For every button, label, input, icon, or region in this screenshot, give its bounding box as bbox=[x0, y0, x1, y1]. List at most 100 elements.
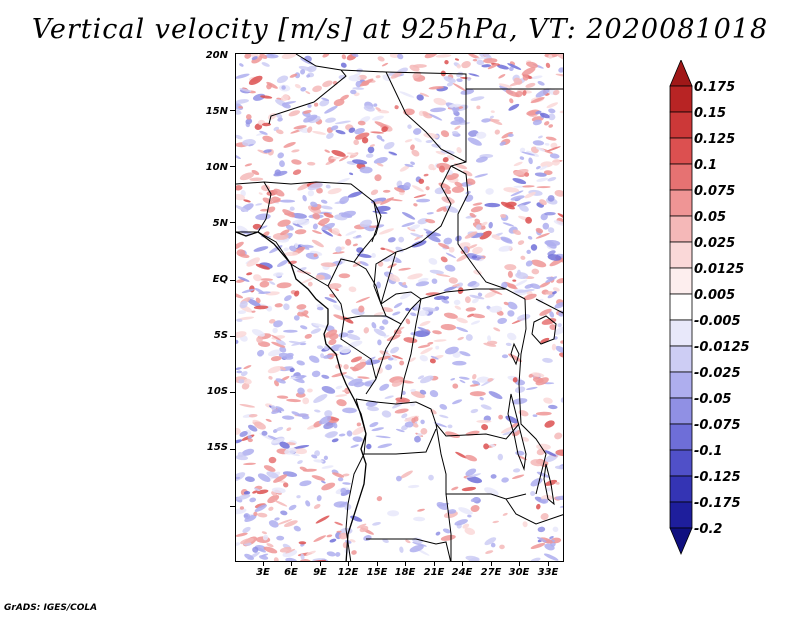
lat-label-15s: 15S bbox=[206, 442, 228, 453]
field-blob bbox=[513, 161, 523, 167]
field-blob bbox=[523, 293, 537, 301]
field-blob bbox=[326, 534, 333, 538]
field-blob bbox=[251, 169, 260, 176]
field-blob bbox=[312, 85, 322, 93]
colorbar-label: -0.2 bbox=[694, 522, 723, 537]
field-blob bbox=[458, 376, 470, 380]
field-blob bbox=[352, 87, 365, 90]
field-blob bbox=[302, 397, 310, 405]
field-blob bbox=[425, 292, 441, 296]
field-blob bbox=[525, 82, 536, 88]
field-blob bbox=[501, 477, 509, 483]
colorbar-label: 0.05 bbox=[694, 210, 727, 225]
field-blob bbox=[552, 89, 560, 96]
field-blob bbox=[430, 107, 446, 113]
field-blob bbox=[238, 106, 243, 109]
field-blob bbox=[403, 337, 418, 344]
field-blob bbox=[532, 414, 538, 418]
field-blob bbox=[379, 228, 394, 235]
field-blob bbox=[257, 149, 268, 155]
field-blob bbox=[543, 397, 553, 404]
field-blob bbox=[468, 54, 480, 60]
colorbar-label: -0.1 bbox=[694, 444, 723, 459]
field-blob bbox=[336, 399, 347, 407]
lat-label-5n: 5N bbox=[212, 218, 228, 229]
field-blob bbox=[494, 129, 500, 135]
field-blob bbox=[492, 520, 499, 524]
field-blob bbox=[439, 404, 448, 410]
colorbar-label: -0.075 bbox=[694, 418, 741, 433]
field-blob bbox=[399, 91, 415, 98]
footer-credit: GrADS: IGES/COLA bbox=[4, 603, 98, 613]
colorbar-segment bbox=[669, 85, 693, 113]
field-blob bbox=[456, 147, 462, 154]
field-blob bbox=[543, 170, 553, 176]
field-blob bbox=[547, 177, 557, 182]
field-blob bbox=[324, 296, 337, 303]
field-blob bbox=[281, 85, 286, 90]
field-blob bbox=[488, 221, 493, 229]
field-blob bbox=[435, 345, 440, 350]
field-blob bbox=[390, 346, 400, 354]
field-blob bbox=[311, 230, 322, 235]
colorbar-label: -0.05 bbox=[694, 392, 732, 407]
field-blob bbox=[436, 273, 451, 278]
colorbar-label: 0.1 bbox=[694, 158, 718, 173]
field-blob bbox=[366, 443, 372, 450]
field-blob bbox=[530, 557, 541, 561]
colorbar-segment bbox=[669, 60, 693, 87]
field-blob bbox=[524, 172, 530, 177]
field-blob bbox=[251, 56, 258, 61]
field-blob bbox=[315, 515, 330, 524]
field-blob bbox=[277, 152, 284, 159]
lat-tick bbox=[230, 110, 235, 111]
field-blob bbox=[555, 481, 560, 485]
field-blob bbox=[547, 195, 555, 202]
field-blob bbox=[458, 507, 473, 515]
field-blob bbox=[329, 538, 337, 543]
colorbar-label: 0.15 bbox=[694, 106, 727, 121]
field-blob bbox=[243, 462, 256, 466]
field-blob bbox=[356, 422, 362, 427]
field-blob bbox=[470, 320, 481, 325]
field-blob bbox=[405, 307, 410, 312]
field-blob bbox=[327, 283, 342, 290]
colorbar-segment bbox=[669, 241, 693, 269]
field-blob bbox=[556, 253, 563, 261]
field-blob bbox=[548, 54, 553, 59]
field-blob bbox=[469, 391, 486, 397]
field-blob bbox=[511, 398, 528, 405]
field-blob bbox=[508, 353, 523, 362]
field-blob bbox=[440, 130, 450, 138]
field-blob bbox=[472, 202, 483, 206]
field-blob bbox=[499, 141, 506, 146]
field-blob bbox=[469, 384, 479, 387]
field-blob bbox=[499, 544, 505, 550]
field-blob bbox=[425, 139, 433, 144]
field-blob bbox=[431, 278, 438, 284]
field-blob bbox=[531, 259, 547, 268]
colorbar bbox=[669, 60, 693, 556]
field-blob bbox=[454, 163, 468, 170]
field-blob bbox=[244, 553, 255, 561]
field-blob bbox=[526, 249, 531, 255]
field-blob bbox=[488, 119, 500, 122]
lat-tick bbox=[230, 449, 235, 450]
field-blob bbox=[377, 261, 384, 267]
field-blob bbox=[461, 61, 471, 69]
field-blob bbox=[504, 264, 517, 271]
field-blob bbox=[407, 484, 420, 489]
field-blob bbox=[414, 137, 422, 143]
lat-tick bbox=[230, 392, 235, 393]
field-blob bbox=[524, 191, 536, 199]
field-blob bbox=[239, 403, 256, 408]
field-blob bbox=[255, 203, 263, 206]
field-blob bbox=[236, 185, 243, 191]
colorbar-label: -0.0125 bbox=[694, 340, 750, 355]
field-blob bbox=[530, 490, 536, 497]
field-blob bbox=[501, 354, 509, 359]
field-blob bbox=[333, 304, 342, 311]
field-blob bbox=[343, 375, 355, 380]
field-blob bbox=[544, 239, 561, 247]
field-blob bbox=[454, 58, 460, 61]
